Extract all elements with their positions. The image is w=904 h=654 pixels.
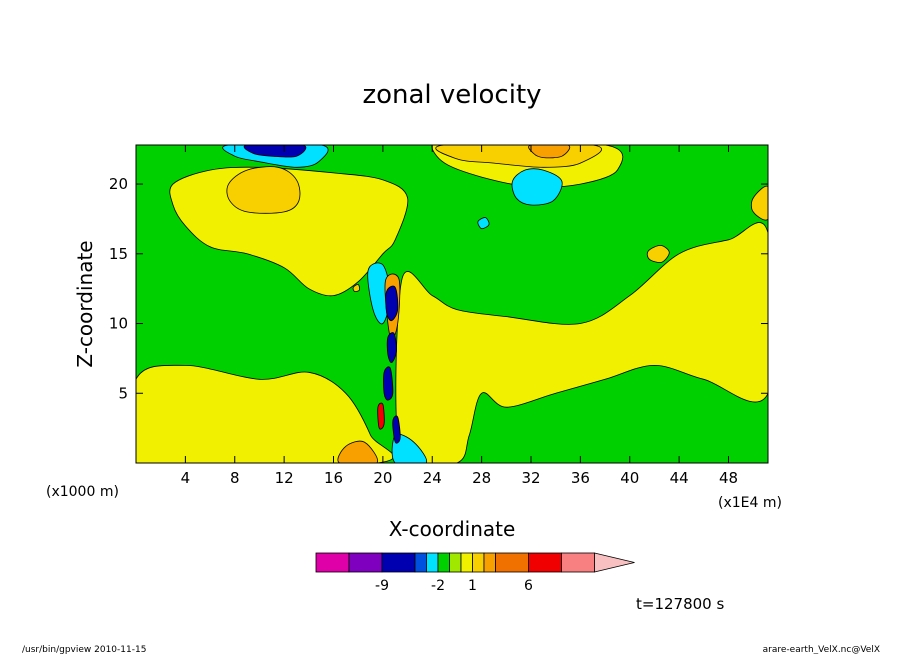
x-tick-label: 16	[324, 469, 343, 487]
contour-region-16	[385, 285, 399, 322]
contour-region-22	[352, 284, 361, 292]
colorbar	[315, 552, 635, 573]
x-tick-label: 32	[521, 469, 540, 487]
contour-region-14	[337, 440, 378, 463]
y-tick-label: 15	[109, 245, 128, 263]
x-axis-ticks: 4 8 12 16 20 24 28 32 36 40 44 48	[181, 145, 738, 487]
contour-region-8	[750, 185, 768, 221]
x-tick-label: 20	[373, 469, 392, 487]
contour-region-21	[477, 217, 490, 230]
plot-area	[136, 145, 768, 463]
colorbar-box-12	[561, 552, 595, 573]
contour-region-19	[377, 402, 385, 430]
x-tick-label: 36	[571, 469, 590, 487]
y-tick-label: 20	[109, 175, 128, 193]
footer-right: arare-earth_VelX.nc@VelX	[763, 645, 880, 654]
x-axis-label: X-coordinate	[389, 517, 516, 541]
contour-region-20	[392, 415, 401, 444]
y-tick-label: 10	[109, 315, 128, 333]
colorbar-box-2	[381, 552, 416, 573]
x-tick-label: 40	[620, 469, 639, 487]
contour-region-13	[391, 433, 428, 463]
x-tick-label: 44	[670, 469, 689, 487]
contour-regions	[136, 145, 768, 463]
colorbar-box-10	[495, 552, 529, 573]
chart-title: zonal velocity	[362, 80, 541, 110]
time-label: t=127800 s	[636, 595, 724, 613]
colorbar-arrow	[594, 552, 635, 573]
contour-region-17	[386, 332, 397, 363]
colorbar-box-8	[472, 552, 485, 573]
colorbar-label: 6	[524, 578, 533, 594]
contour-region-7	[646, 245, 670, 263]
y-axis-ticks: 5 10 15 20	[109, 175, 768, 402]
colorbar-box-4	[426, 552, 439, 573]
contour-region-0	[136, 364, 394, 463]
colorbar-box-9	[483, 552, 496, 573]
x-tick-label: 24	[423, 469, 442, 487]
x-tick-label: 48	[719, 469, 738, 487]
x-tick-label: 8	[230, 469, 240, 487]
x-unit-left: (x1000 m)	[46, 484, 119, 500]
y-axis-label: Z-coordinate	[73, 240, 97, 367]
colorbar-label: -2	[431, 578, 445, 594]
colorbar-box-5	[437, 552, 450, 573]
contour-region-11	[243, 145, 307, 158]
contour-region-4	[226, 166, 301, 214]
y-tick-label: 5	[118, 384, 128, 402]
contour-region-18	[383, 366, 394, 401]
contour-region-9	[511, 168, 563, 206]
x-tick-label: 28	[472, 469, 491, 487]
contour-region-6	[528, 145, 571, 159]
colorbar-box-7	[460, 552, 473, 573]
colorbar-box-1	[348, 552, 383, 573]
x-unit-right: (x1E4 m)	[718, 495, 782, 511]
colorbar-label: 1	[468, 578, 477, 594]
colorbar-box-0	[315, 552, 350, 573]
colorbar-box-11	[528, 552, 562, 573]
x-tick-label: 12	[275, 469, 294, 487]
x-tick-label: 4	[181, 469, 191, 487]
colorbar-box-6	[449, 552, 462, 573]
plot-frame	[135, 144, 769, 464]
colorbar-box-3	[414, 552, 427, 573]
contour-region-1	[395, 222, 768, 463]
footer-left: /usr/bin/gpview 2010-11-15	[22, 645, 146, 654]
colorbar-labels: -9 -2 1 6	[375, 578, 533, 594]
colorbar-label: -9	[375, 578, 389, 594]
